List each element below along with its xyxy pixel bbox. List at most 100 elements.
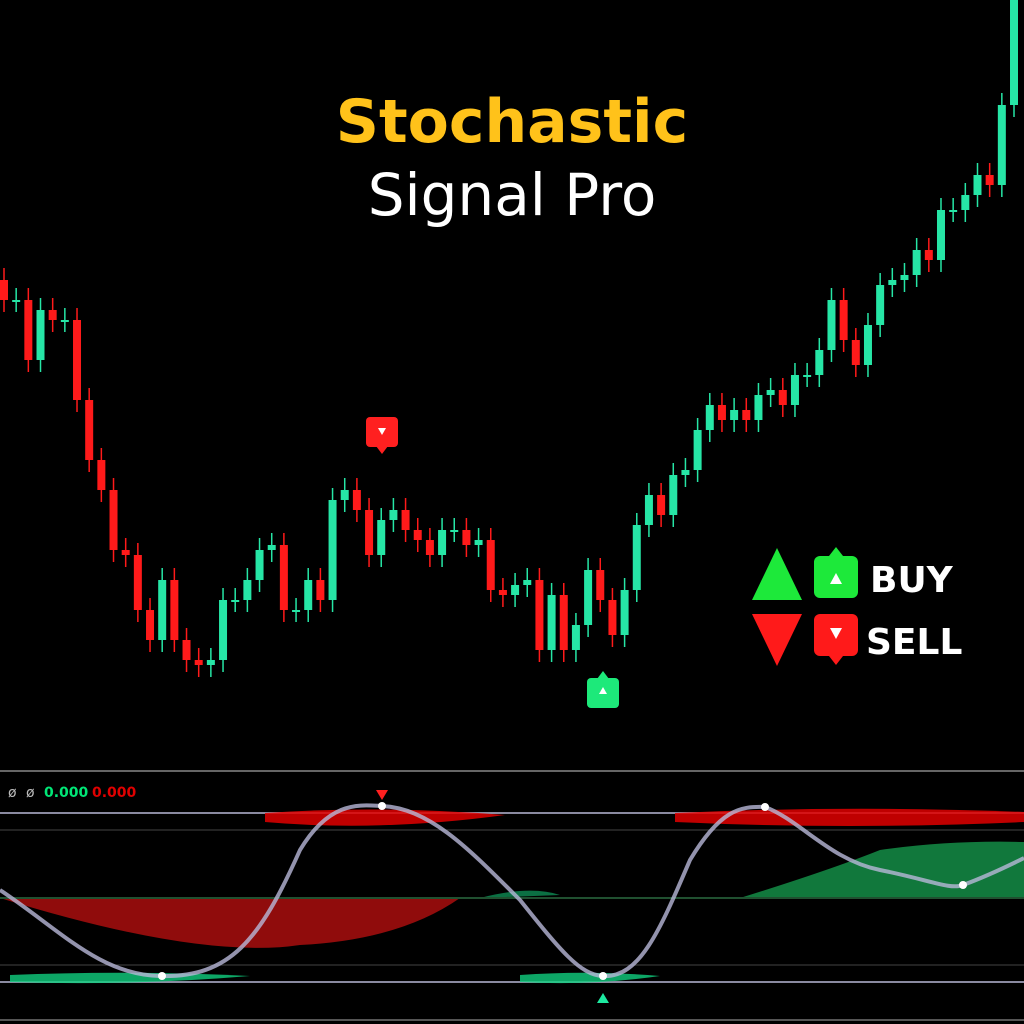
candle-body bbox=[352, 490, 361, 510]
candle-body bbox=[596, 570, 605, 600]
candle-body bbox=[985, 175, 994, 185]
sell-marker-tip bbox=[376, 446, 388, 454]
indicator-value: 0.000 bbox=[44, 785, 89, 801]
sell-arrow bbox=[376, 790, 388, 800]
candle-body bbox=[85, 400, 94, 460]
indicator-pane: ø ø 0.000 0.000 bbox=[0, 770, 1024, 1021]
candle-body bbox=[243, 580, 252, 600]
candle-body bbox=[742, 410, 751, 420]
candle-body bbox=[876, 285, 885, 325]
candle-body bbox=[961, 195, 970, 210]
candle-body bbox=[1010, 0, 1018, 105]
histogram-negative bbox=[0, 898, 460, 948]
candle-body bbox=[121, 550, 130, 555]
candle-body bbox=[48, 310, 57, 320]
cross-dot bbox=[378, 802, 386, 810]
candle-body bbox=[657, 495, 666, 515]
candle-body bbox=[693, 430, 702, 470]
legend-buy-label: BUY bbox=[870, 560, 954, 601]
candle-body bbox=[462, 530, 471, 545]
candle-body bbox=[36, 310, 45, 360]
candle-body bbox=[182, 640, 191, 660]
candle-body bbox=[24, 300, 33, 360]
indicator-label: ø bbox=[8, 785, 17, 801]
candle-body bbox=[547, 595, 556, 650]
sell-arrow bbox=[378, 428, 386, 435]
candle-body bbox=[912, 250, 921, 275]
candle-body bbox=[206, 660, 215, 665]
candle-body bbox=[803, 375, 812, 377]
candle-body bbox=[620, 590, 629, 635]
candle-body bbox=[486, 540, 495, 590]
candle-body bbox=[146, 610, 155, 640]
candle-body bbox=[438, 530, 447, 555]
candle-body bbox=[389, 510, 398, 520]
candle-body bbox=[340, 490, 349, 500]
candle-body bbox=[754, 395, 763, 420]
candle-body bbox=[851, 340, 860, 365]
candle-body bbox=[766, 390, 775, 395]
candle-body bbox=[231, 600, 240, 602]
buy-arrow bbox=[597, 993, 609, 1003]
candle-body bbox=[632, 525, 641, 590]
candle-body bbox=[60, 320, 69, 322]
sell-signal bbox=[366, 417, 398, 454]
legend-buy-arrow bbox=[830, 573, 842, 584]
candle-body bbox=[705, 405, 714, 430]
buy-marker-tip bbox=[597, 671, 609, 679]
candle-body bbox=[900, 275, 909, 280]
buy-signal bbox=[587, 671, 619, 708]
indicator-value: 0.000 bbox=[92, 785, 137, 801]
stochastic-line bbox=[0, 803, 1024, 979]
candles bbox=[0, 0, 1018, 677]
legend: BUY SELL bbox=[752, 547, 962, 666]
cross-dot bbox=[761, 803, 769, 811]
candle-body bbox=[73, 320, 82, 400]
legend-sell-triangle bbox=[752, 614, 802, 666]
candle-body bbox=[97, 460, 106, 490]
candle-body bbox=[170, 580, 179, 640]
candle-body bbox=[559, 595, 568, 650]
candle-body bbox=[255, 550, 264, 580]
candle-body bbox=[219, 600, 228, 660]
candle-body bbox=[997, 105, 1006, 185]
candle-body bbox=[511, 585, 520, 595]
indicator-label: ø bbox=[26, 785, 35, 801]
candle-body bbox=[304, 580, 313, 610]
candle-body bbox=[279, 545, 288, 610]
candle-body bbox=[730, 410, 739, 420]
candle-body bbox=[815, 350, 824, 375]
candle-body bbox=[158, 580, 167, 640]
candle-body bbox=[523, 580, 532, 585]
legend-buy-triangle bbox=[752, 548, 802, 600]
cross-dot bbox=[158, 972, 166, 980]
candle-body bbox=[498, 590, 507, 595]
candle-body bbox=[425, 540, 434, 555]
candle-body bbox=[267, 545, 276, 550]
histogram-positive bbox=[480, 890, 560, 898]
candle-body bbox=[0, 280, 8, 300]
candle-body bbox=[133, 555, 142, 610]
candle-body bbox=[474, 540, 483, 545]
candle-body bbox=[936, 210, 945, 260]
candle-body bbox=[608, 600, 617, 635]
candle-body bbox=[535, 580, 544, 650]
candle-body bbox=[292, 610, 301, 612]
candle-body bbox=[450, 530, 459, 532]
candle-body bbox=[839, 300, 848, 340]
candle-body bbox=[413, 530, 422, 540]
overbought-zone bbox=[675, 808, 1024, 826]
candle-body bbox=[401, 510, 410, 530]
title: Stochastic bbox=[336, 87, 688, 157]
candle-body bbox=[316, 580, 325, 600]
candle-body bbox=[12, 300, 21, 302]
candle-body bbox=[924, 250, 933, 260]
legend-sell-tip bbox=[829, 656, 843, 665]
legend-sell-arrow bbox=[830, 628, 842, 639]
candle-body bbox=[194, 660, 203, 665]
candle-body bbox=[109, 490, 118, 550]
buy-arrow bbox=[599, 687, 607, 694]
